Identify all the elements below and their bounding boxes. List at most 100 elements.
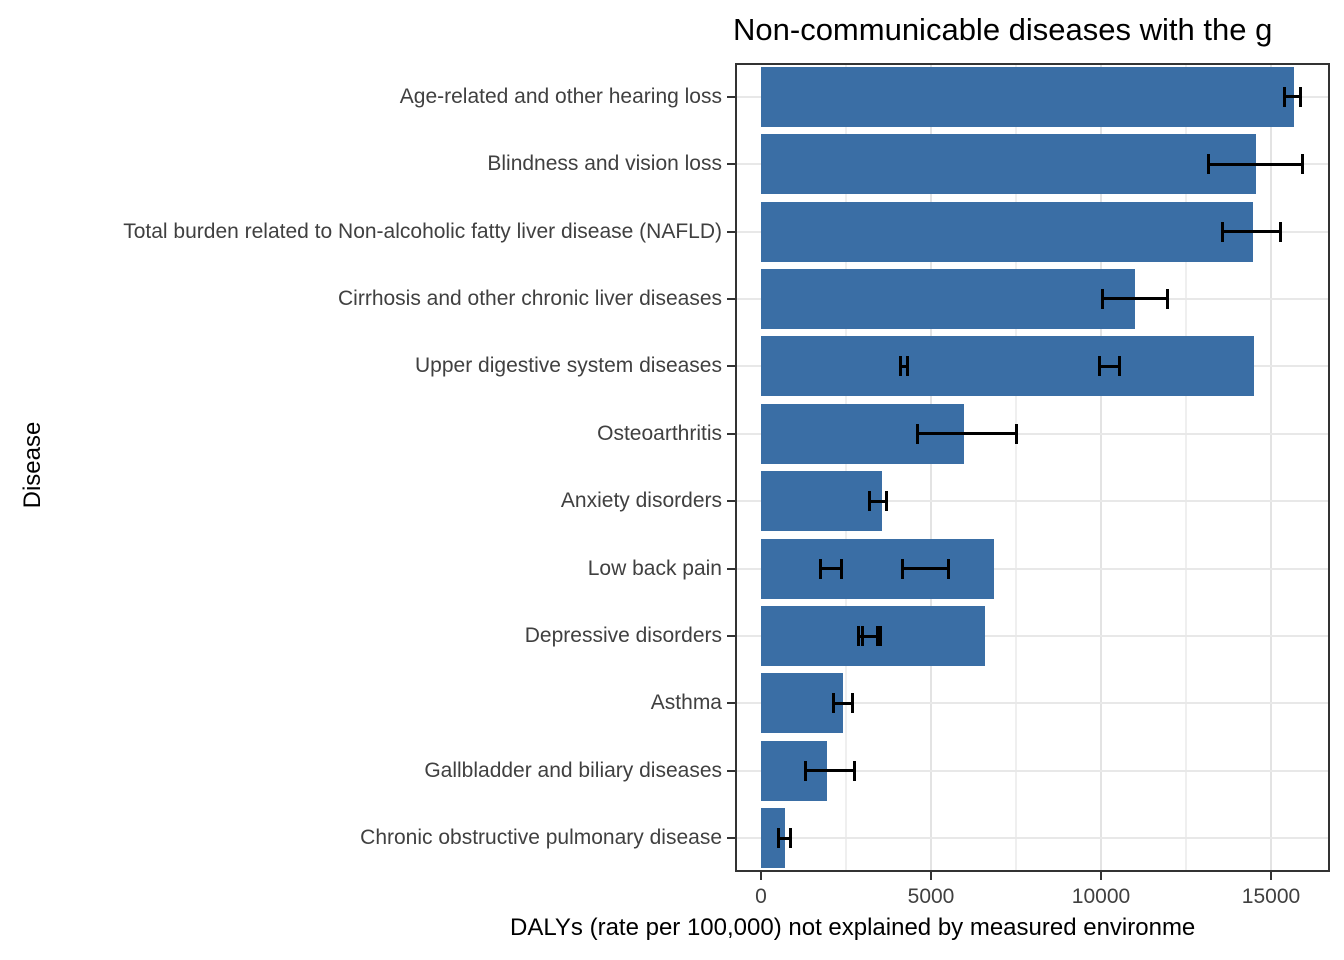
error-bar-cap: [878, 626, 882, 647]
y-tick-mark: [727, 95, 735, 98]
y-tick-mark: [727, 769, 735, 772]
error-bar-cap: [884, 491, 888, 512]
bar: [761, 808, 785, 869]
error-bar-cap: [947, 558, 951, 579]
y-tick-label: Cirrhosis and other chronic liver diseas…: [338, 286, 722, 310]
error-bar-cap: [1283, 86, 1287, 107]
y-tick-mark: [727, 297, 735, 300]
error-bar-line: [917, 432, 1016, 436]
y-tick-label: Chronic obstructive pulmonary disease: [360, 826, 722, 850]
y-tick-label: Total burden related to Non-alcoholic fa…: [123, 219, 722, 243]
bar: [761, 134, 1257, 195]
y-tick-mark: [727, 163, 735, 166]
y-tick-label: Upper digestive system diseases: [415, 354, 722, 378]
x-axis-title: DALYs (rate per 100,000) not explained b…: [510, 914, 1196, 941]
error-bar-line: [902, 567, 949, 571]
y-tick-mark: [727, 365, 735, 368]
row-gridline: [735, 702, 1330, 705]
error-bar-cap: [840, 558, 844, 579]
chart-title: Non-communicable diseases with the g: [733, 12, 1273, 47]
bar: [761, 201, 1253, 262]
error-bar-cap: [776, 828, 780, 849]
bar: [761, 336, 1254, 397]
row-gridline: [735, 837, 1330, 840]
bar: [761, 673, 843, 734]
y-tick-mark: [727, 432, 735, 435]
error-bar-line: [1208, 162, 1303, 166]
error-bar-line: [820, 567, 842, 571]
y-tick-mark: [727, 500, 735, 503]
y-tick-label: Asthma: [650, 691, 722, 715]
y-tick-label: Gallbladder and biliary diseases: [424, 758, 722, 782]
error-bar-cap: [1118, 356, 1122, 377]
error-bar-line: [1222, 230, 1281, 234]
error-bar-cap: [1279, 221, 1283, 242]
y-tick-mark: [727, 635, 735, 638]
x-tick-mark: [760, 872, 762, 880]
x-tick-label: 0: [755, 885, 767, 908]
error-bar-line: [805, 769, 855, 773]
error-bar-line: [833, 701, 853, 705]
error-bar-cap: [1014, 423, 1018, 444]
error-bar-cap: [818, 558, 822, 579]
error-bar-cap: [803, 760, 807, 781]
error-bar-line: [1099, 364, 1120, 368]
minor-gridline: [845, 63, 847, 872]
bar: [761, 538, 995, 599]
plot-panel: [735, 63, 1330, 872]
error-bar-line: [1284, 95, 1301, 99]
x-tick-label: 10000: [1071, 885, 1131, 908]
minor-gridline: [1185, 63, 1187, 872]
major-gridline: [1100, 63, 1102, 872]
error-bar-line: [869, 499, 887, 503]
error-bar-cap: [1300, 154, 1304, 175]
error-bar-cap: [905, 356, 909, 377]
error-bar-cap: [900, 558, 904, 579]
error-bar-cap: [1165, 288, 1169, 309]
error-bar-cap: [876, 626, 880, 647]
x-tick-mark: [1100, 872, 1102, 880]
minor-gridline: [1015, 63, 1017, 872]
error-bar-line: [862, 634, 878, 638]
row-gridline: [735, 567, 1330, 570]
x-tick-mark: [1270, 872, 1272, 880]
error-bar-line: [1102, 297, 1168, 301]
y-tick-label: Age-related and other hearing loss: [399, 84, 722, 108]
error-bar-cap: [1299, 86, 1303, 107]
error-bar-cap: [1206, 154, 1210, 175]
y-tick-label: Depressive disorders: [524, 624, 722, 648]
x-tick-label: 15000: [1241, 885, 1301, 908]
x-tick-mark: [930, 872, 932, 880]
error-bar-cap: [916, 423, 920, 444]
row-gridline: [735, 769, 1330, 772]
bar: [761, 268, 1135, 329]
error-bar-cap: [867, 491, 871, 512]
major-gridline: [930, 63, 932, 872]
error-bar-cap: [1100, 288, 1104, 309]
error-bar-cap: [832, 693, 836, 714]
error-bar-cap: [851, 693, 855, 714]
y-tick-mark: [727, 702, 735, 705]
error-bar-cap: [789, 828, 793, 849]
y-tick-label: Blindness and vision loss: [487, 152, 722, 176]
bar: [761, 471, 883, 532]
y-tick-label: Osteoarthritis: [597, 421, 722, 445]
y-tick-mark: [727, 837, 735, 840]
row-gridline: [735, 500, 1330, 503]
error-bar-cap: [860, 626, 864, 647]
error-bar-cap: [1098, 356, 1102, 377]
major-gridline: [1270, 63, 1272, 872]
y-tick-label: Anxiety disorders: [560, 489, 722, 513]
error-bar-line: [900, 364, 908, 368]
y-tick-label: Low back pain: [587, 556, 722, 580]
error-bar-cap: [853, 760, 857, 781]
bar: [761, 66, 1295, 127]
error-bar-cap: [1220, 221, 1224, 242]
error-bar-cap: [898, 356, 902, 377]
error-bar-line: [778, 836, 791, 840]
row-gridline: [735, 432, 1330, 435]
y-tick-mark: [727, 230, 735, 233]
y-tick-mark: [727, 567, 735, 570]
row-gridline: [735, 635, 1330, 638]
